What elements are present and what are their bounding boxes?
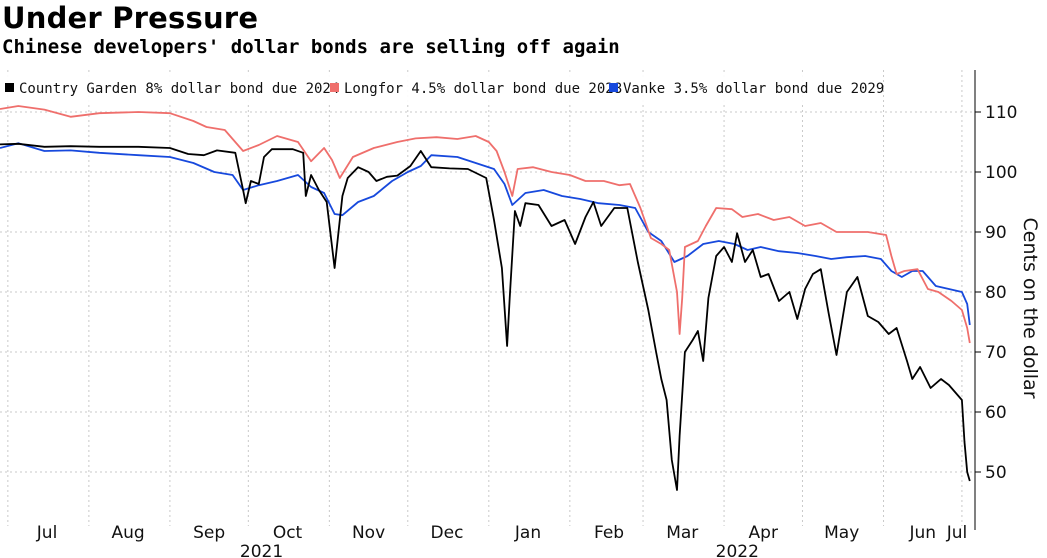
x-tick-label: Aug [111, 523, 144, 543]
x-tick-label: Dec [431, 523, 464, 543]
x-tick-label: Oct [273, 523, 303, 543]
grid [0, 70, 975, 526]
legend: Country Garden 8% dollar bond due 2024 Lo… [0, 73, 884, 103]
series-line [0, 142, 971, 326]
x-year-label: 2021 [240, 542, 283, 558]
x-tick-label: Sep [193, 523, 225, 543]
y-tick-label: 100 [985, 163, 1017, 183]
y-tick-label: 80 [985, 283, 1007, 303]
x-year-label: 2022 [716, 542, 759, 558]
y-tick-label: 50 [985, 463, 1007, 483]
legend-label: Vanke 3.5% dollar bond due 2029 [623, 81, 884, 97]
x-tick-label: Jun [908, 523, 936, 543]
legend-label: Longfor 4.5% dollar bond due 2028 [344, 81, 622, 97]
legend-label: Country Garden 8% dollar bond due 2024 [19, 81, 339, 97]
series-line [0, 142, 971, 491]
x-tick-label: Apr [749, 523, 778, 543]
legend-swatch [609, 83, 618, 92]
y-tick-label: 90 [985, 223, 1007, 243]
x-tick-label: Mar [666, 523, 698, 543]
x-tick-label: Feb [594, 523, 624, 543]
y-axis: 50 60 70 80 90 100 110 Cents on the dollar [974, 70, 1041, 530]
y-tick-label: 70 [985, 343, 1007, 363]
chart-title: Under Pressure [2, 1, 259, 35]
series-line [0, 105, 971, 344]
legend-swatch [330, 83, 339, 92]
y-axis-label: Cents on the dollar [1019, 217, 1041, 398]
series-layer [0, 105, 971, 491]
x-tick-label: Nov [352, 523, 385, 543]
y-tick-label: 110 [985, 103, 1017, 123]
legend-background [0, 73, 872, 103]
x-tick-label: Jan [514, 523, 541, 543]
chart-subtitle: Chinese developers' dollar bonds are sel… [2, 36, 620, 58]
legend-swatch [5, 83, 14, 92]
x-tick-label: Jul [946, 523, 968, 543]
x-tick-label: Jul [36, 523, 58, 543]
x-tick-label: May [824, 523, 859, 543]
y-tick-label: 60 [985, 403, 1007, 423]
